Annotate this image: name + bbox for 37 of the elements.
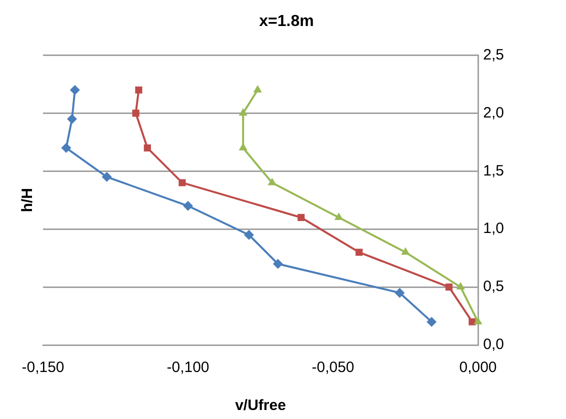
point: [445, 284, 453, 291]
point: [268, 178, 276, 186]
y-tick-label: 1,0: [483, 220, 504, 238]
x-tick-label: -0,050: [312, 359, 354, 376]
x-axis-title: v/Ufree: [235, 397, 286, 414]
point: [468, 318, 476, 326]
point: [183, 200, 193, 211]
point: [253, 84, 262, 92]
point: [356, 248, 363, 256]
y-tick-label: 0,5: [483, 278, 504, 296]
y-tick-label: 2,0: [483, 104, 504, 122]
point: [474, 316, 482, 324]
point: [244, 230, 254, 240]
y-tick-label: 2,5: [483, 46, 504, 64]
point: [178, 179, 186, 186]
x-tick-label: -0,100: [166, 359, 210, 376]
y-tick-label: 1,5: [483, 162, 504, 180]
point: [135, 86, 142, 94]
point: [456, 282, 465, 290]
point: [132, 110, 140, 117]
point: [238, 108, 248, 116]
y-tick-label: 0,0: [483, 336, 504, 354]
point: [67, 114, 77, 124]
point: [401, 247, 410, 255]
x-tick-label: 0,000: [459, 359, 497, 376]
point: [70, 84, 80, 95]
point: [144, 144, 151, 152]
x-tick-label: -0,150: [22, 359, 64, 376]
point: [61, 142, 72, 153]
point: [102, 172, 112, 182]
y-axis-title: h/H: [19, 188, 36, 212]
point: [426, 316, 437, 327]
point: [394, 288, 405, 298]
point: [334, 212, 344, 220]
chart-title: x=1.8m: [259, 13, 314, 30]
point: [298, 214, 305, 222]
point: [272, 258, 283, 269]
